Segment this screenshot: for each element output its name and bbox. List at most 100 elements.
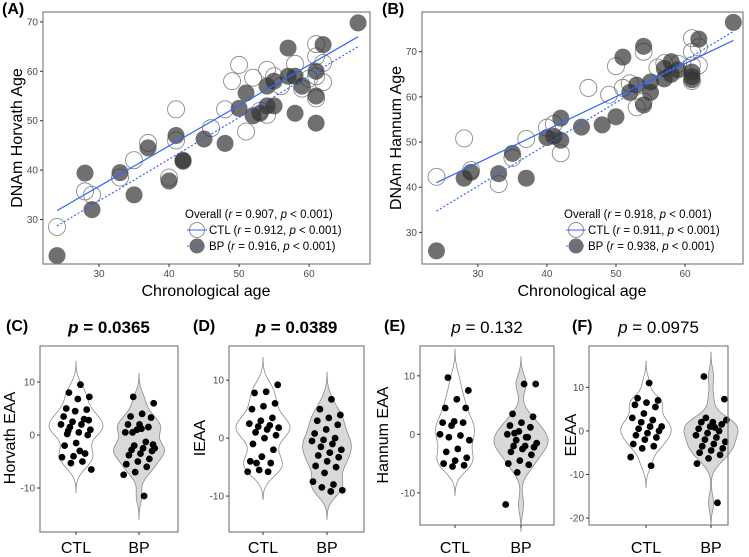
y-tick-label: -10 bbox=[401, 488, 416, 499]
ctl-point bbox=[275, 424, 283, 432]
p-symbol: p bbox=[280, 209, 288, 221]
ctl-point bbox=[441, 404, 449, 412]
ctl-point bbox=[263, 426, 271, 433]
bp-point bbox=[129, 393, 137, 401]
ctl-point bbox=[274, 381, 282, 389]
bp-point bbox=[724, 13, 742, 31]
bp-point bbox=[510, 442, 517, 450]
x-category-label: CTL bbox=[440, 540, 470, 557]
ctl-point bbox=[77, 381, 84, 389]
bp-point bbox=[530, 443, 538, 451]
bp-point bbox=[307, 87, 325, 105]
ctl-point bbox=[257, 417, 265, 425]
bp-point bbox=[529, 413, 537, 421]
ctl-point bbox=[249, 440, 257, 448]
legend-label: Overall ( bbox=[564, 209, 608, 221]
bp-point bbox=[503, 144, 521, 162]
ctl-point bbox=[85, 416, 93, 424]
panel-f: (F) EEAA p = 0.0975 -20 -10 0 10 CTL BP bbox=[563, 318, 739, 557]
bp-point bbox=[76, 164, 94, 182]
ctl-point bbox=[252, 428, 259, 436]
bp-point bbox=[506, 422, 514, 429]
bp-point bbox=[504, 460, 512, 467]
ctl-violin bbox=[48, 361, 104, 494]
bp-point bbox=[641, 83, 659, 101]
ctl-point bbox=[640, 410, 648, 417]
bp-point bbox=[139, 444, 147, 452]
ctl-point bbox=[646, 423, 654, 430]
ctl-point bbox=[260, 402, 267, 410]
x-tick-label: 50 bbox=[610, 269, 622, 280]
ctl-point bbox=[460, 461, 468, 469]
plot-frame bbox=[42, 11, 371, 265]
y-tick-label: 10 bbox=[404, 371, 416, 382]
plot-frame bbox=[419, 345, 555, 526]
bp-point bbox=[127, 413, 134, 420]
bp-point bbox=[502, 501, 510, 508]
x-category-label: CTL bbox=[248, 540, 278, 557]
bp-point bbox=[145, 423, 152, 431]
ctl-point bbox=[650, 442, 658, 450]
ctl-point bbox=[223, 72, 242, 91]
p-symbol: p bbox=[288, 225, 296, 237]
bp-point bbox=[552, 131, 570, 149]
bp-point bbox=[120, 471, 128, 479]
p-value: = 0.0975 bbox=[628, 318, 699, 337]
r-value: = 0.918, bbox=[611, 209, 659, 221]
ctl-point bbox=[244, 468, 252, 476]
ctl-point bbox=[272, 431, 280, 439]
p-value: < 0.001) bbox=[296, 225, 342, 237]
p-symbol: p bbox=[450, 318, 460, 337]
r-symbol: r bbox=[231, 241, 236, 253]
p-symbol: p bbox=[617, 318, 627, 337]
ctl-point bbox=[83, 185, 101, 204]
bp-point bbox=[326, 449, 334, 457]
x-category-label: BP bbox=[700, 540, 721, 557]
bp-point bbox=[145, 455, 153, 463]
p-value-title: p = 0.0389 bbox=[255, 318, 338, 337]
x-category-label: BP bbox=[128, 540, 149, 557]
bp-point bbox=[710, 440, 718, 448]
bp-point bbox=[719, 444, 727, 452]
panel-a: (A) Chronological age DNAm Horvath Age 3… bbox=[2, 1, 371, 300]
ctl-point bbox=[67, 459, 75, 467]
x-category-label: BP bbox=[316, 540, 337, 557]
p-value: < 0.001) bbox=[290, 241, 336, 253]
ctl-point bbox=[464, 387, 472, 394]
ctl-point bbox=[84, 431, 92, 439]
ctl-point bbox=[85, 393, 93, 401]
ctl-point bbox=[62, 405, 70, 412]
bp-violin bbox=[683, 351, 739, 528]
bp-point bbox=[718, 420, 726, 428]
bp-point bbox=[697, 418, 705, 426]
p-symbol: p bbox=[67, 318, 78, 337]
bp-point bbox=[716, 451, 724, 459]
ctl-point bbox=[454, 445, 462, 453]
bp-point bbox=[111, 164, 129, 182]
ctl-point bbox=[629, 440, 637, 448]
y-axis-title: EEAA bbox=[563, 413, 580, 456]
bp-point bbox=[121, 428, 129, 436]
bp-point bbox=[131, 468, 139, 476]
legend-label: BP ( bbox=[209, 241, 231, 253]
ctl-point bbox=[261, 434, 268, 442]
y-tick-label: 70 bbox=[406, 47, 418, 58]
bp-point bbox=[314, 452, 322, 459]
bp-point bbox=[320, 436, 327, 444]
bp-point bbox=[707, 447, 715, 454]
r-value: = 0.938, bbox=[614, 241, 662, 253]
ctl-point bbox=[635, 425, 642, 433]
bp-point bbox=[692, 431, 700, 439]
y-tick-label: 0 bbox=[409, 430, 415, 441]
bp-point bbox=[316, 405, 324, 413]
legend-label: BP ( bbox=[588, 241, 610, 253]
ctl-point bbox=[48, 217, 66, 236]
ctl-point bbox=[58, 453, 66, 461]
p-value: = 0.132 bbox=[461, 318, 523, 337]
bp-point bbox=[720, 395, 728, 403]
y-axis-title: DNAm Hannum Age bbox=[388, 66, 405, 210]
ctl-point bbox=[448, 422, 455, 429]
bp-point bbox=[286, 104, 304, 122]
x-category-label: CTL bbox=[61, 540, 91, 557]
panel-label: (B) bbox=[382, 1, 404, 18]
